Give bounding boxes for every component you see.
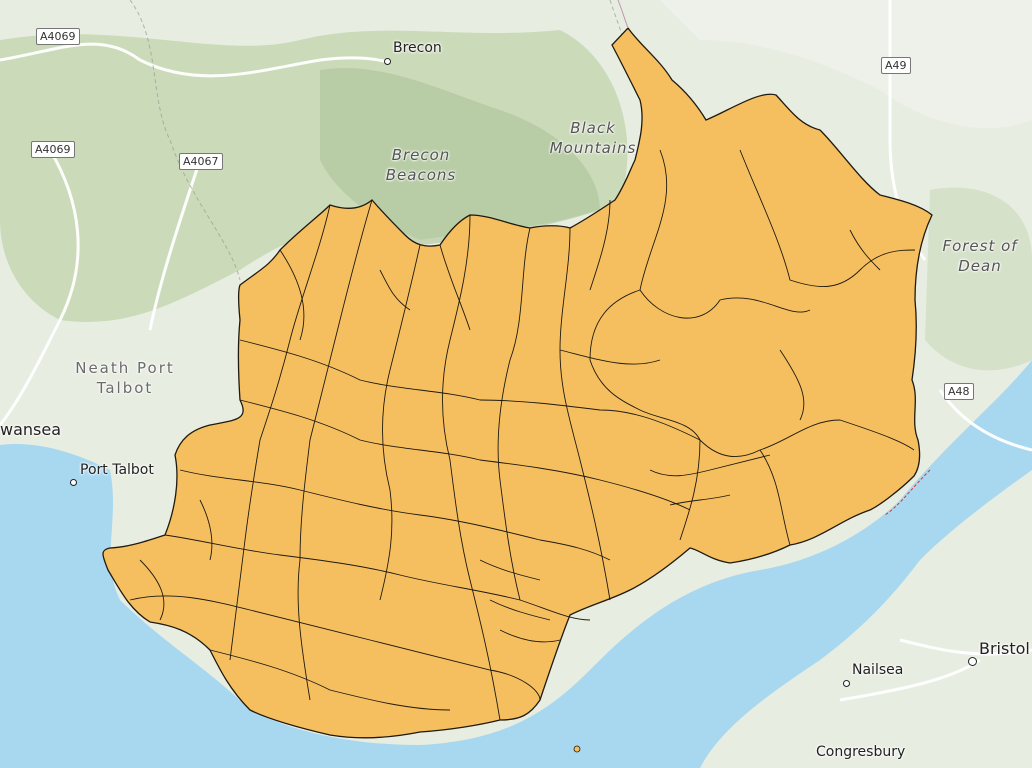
label-neath-port-talbot-line2: Talbot [96, 379, 154, 397]
sea [0, 360, 1032, 768]
label-neath-port-talbot-line1: Neath Port [75, 359, 175, 377]
label-brecon-beacons-line1: Brecon [391, 146, 451, 164]
label-black-mountains-line1: Black [570, 119, 616, 137]
label-congresbury: Congresbury [816, 744, 906, 760]
label-forest-of-dean-line1: Forest of [942, 237, 1018, 255]
road-shield-a4069-mid: A4069 [31, 141, 75, 158]
label-swansea: wansea [0, 420, 62, 439]
label-forest-of-dean-line2: Dean [958, 257, 1002, 275]
label-black-mountains: Black Mountains [543, 118, 643, 158]
label-neath-port-talbot: Neath Port Talbot [60, 358, 190, 398]
road-shield-a4067: A4067 [179, 153, 223, 170]
label-port-talbot: Port Talbot [80, 462, 154, 478]
port-talbot-marker [70, 479, 77, 486]
label-brecon-beacons-line2: Beacons [385, 166, 457, 184]
label-forest-of-dean: Forest of Dean [935, 236, 1025, 276]
label-brecon-beacons: Brecon Beacons [383, 145, 459, 185]
region-fill [102, 26, 933, 739]
somerset-coast [700, 470, 1032, 768]
label-black-mountains-line2: Mountains [549, 139, 637, 157]
brecon-marker [384, 58, 391, 65]
road-shield-a4069-top: A4069 [36, 28, 80, 45]
nailsea-marker [843, 680, 850, 687]
region-boundaries [129, 149, 916, 721]
label-brecon: Brecon [393, 40, 442, 56]
road-shield-a49: A49 [881, 57, 911, 74]
label-nailsea: Nailsea [852, 662, 904, 678]
road-shield-a48: A48 [944, 383, 974, 400]
label-bristol: Bristol [979, 639, 1030, 658]
bristol-marker [968, 657, 977, 666]
